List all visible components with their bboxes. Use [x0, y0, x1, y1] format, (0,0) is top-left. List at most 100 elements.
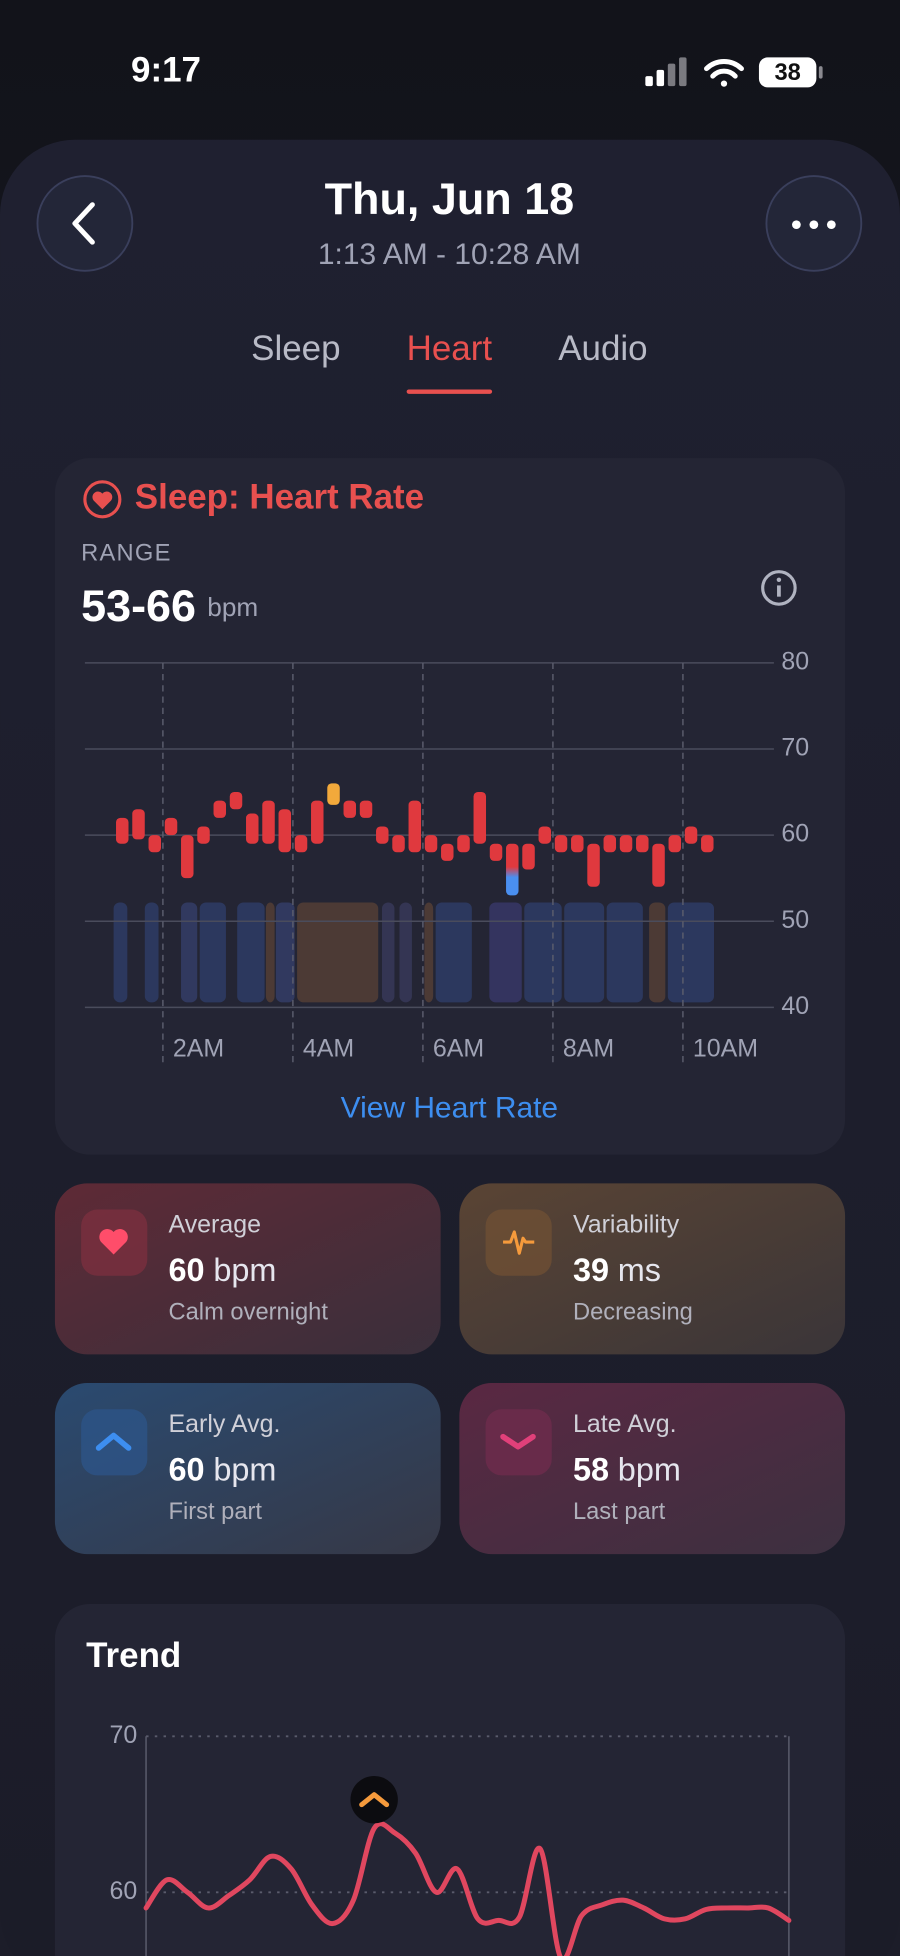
- stat-icon: [99, 1229, 128, 1255]
- stat-title: Variability: [573, 1210, 680, 1238]
- tab[interactable]: Audio: [558, 329, 647, 368]
- stat-title: Late Avg.: [573, 1410, 677, 1438]
- stat-value-line: 60 bpm: [169, 1451, 277, 1487]
- sleep-stage-block: [435, 902, 472, 1003]
- view-heart-rate-link[interactable]: View Heart Rate: [341, 1092, 558, 1125]
- y-tick-label: 80: [781, 647, 809, 675]
- stat-icon: [500, 1433, 536, 1450]
- trend-card: [54, 1604, 846, 1956]
- battery-icon: [758, 57, 817, 88]
- heart-rate-range-bar: [701, 835, 714, 853]
- sleep-stage-block: [237, 902, 265, 1003]
- sleep-stage-block: [275, 902, 295, 1003]
- sleep-stage-block: [297, 902, 379, 1003]
- sleep-stage-block: [199, 902, 226, 1003]
- stat-unit: ms: [618, 1252, 661, 1288]
- heart-rate-range-bar: [164, 817, 178, 836]
- heart-rate-range-bar: [197, 826, 210, 844]
- y-tick-label: 60: [110, 1877, 138, 1905]
- heart-rate-range-bar: [619, 835, 633, 853]
- stat-note: Calm overnight: [169, 1299, 329, 1325]
- stat-note: Last part: [573, 1499, 666, 1525]
- heart-icon: [83, 480, 122, 519]
- heart-rate-range-bar: [538, 826, 552, 844]
- stat-title: Average: [169, 1210, 261, 1238]
- heart-rate-range-bar: [636, 835, 649, 853]
- range-unit: bpm: [207, 592, 258, 622]
- tab[interactable]: Heart: [407, 329, 493, 368]
- info-button[interactable]: [761, 570, 797, 606]
- heart-rate-range-bar: [246, 813, 259, 844]
- sleep-stage-block: [144, 902, 159, 1003]
- battery-level: 38: [774, 60, 800, 86]
- stat-card: [459, 1183, 846, 1355]
- stat-value-line: 60 bpm: [169, 1252, 277, 1288]
- tab-underline: [406, 389, 493, 394]
- more-button[interactable]: [765, 175, 863, 272]
- stat-icon-bg: [485, 1209, 552, 1276]
- card-title: Sleep: Heart Rate: [135, 478, 424, 517]
- sleep-stage-block: [667, 902, 715, 1003]
- stat-value-line: 58 bpm: [573, 1451, 681, 1487]
- heart-rate-range-bar: [327, 783, 340, 805]
- stat-value-line: 39 ms: [573, 1252, 661, 1288]
- sleep-stage-block: [424, 902, 434, 1003]
- heart-rate-range-bar: [229, 792, 243, 810]
- heart-rate-range-bar: [359, 800, 373, 818]
- status-time: 9:17: [131, 51, 201, 90]
- header-subtitle: 1:13 AM - 10:28 AM: [318, 238, 581, 271]
- tabs: Sleep Heart Audio: [251, 329, 648, 394]
- heart-rate-range-bar: [473, 792, 487, 844]
- sleep-stage-block: [524, 902, 562, 1003]
- y-tick-label: 50: [781, 906, 809, 934]
- y-tick-label: 70: [110, 1721, 138, 1749]
- sleep-stage-block: [489, 902, 522, 1003]
- stat-unit: bpm: [213, 1451, 276, 1487]
- heart-rate-range-bar: [181, 835, 194, 879]
- stat-unit: bpm: [213, 1252, 276, 1288]
- heart-rate-range-bar: [668, 835, 682, 853]
- heart-rate-range-bar: [213, 800, 227, 818]
- heart-rate-range-bar: [376, 826, 389, 844]
- heart-rate-range-bar: [132, 809, 145, 840]
- range-value: 53-66: [81, 580, 196, 631]
- heart-rate-range-bar: [262, 800, 275, 844]
- stat-card: [54, 1383, 441, 1555]
- heart-rate-chart: 40 50 60 70 80 2AM 4AM 6AM 8AM 10AM: [84, 647, 809, 1064]
- stat-icon: [503, 1230, 535, 1255]
- heart-rate-range-bar: [652, 843, 665, 887]
- sleep-stage-block: [564, 902, 605, 1003]
- heart-rate-range-bar: [294, 835, 308, 853]
- sleep-stage-block: [381, 902, 395, 1003]
- x-tick-label: 10AM: [693, 1034, 758, 1062]
- x-tick-label: 4AM: [303, 1034, 354, 1062]
- stat-value: 60: [169, 1451, 205, 1487]
- heart-rate-range-bar: [506, 843, 519, 896]
- stat-unit: bpm: [618, 1451, 681, 1487]
- sleep-stage-block: [606, 902, 643, 1003]
- range-text: 53-66 bpm: [81, 580, 258, 631]
- signal-icon: [645, 57, 687, 87]
- stat-value: 60: [169, 1252, 205, 1288]
- back-button[interactable]: [36, 175, 134, 272]
- heart-rate-range-bar: [148, 835, 162, 853]
- trend-chart: 60 70: [110, 1721, 792, 1956]
- heart-rate-range-bar: [489, 843, 503, 861]
- x-tick-label: 6AM: [433, 1034, 484, 1062]
- heart-rate-range-bar: [684, 826, 698, 844]
- heart-rate-range-bar: [278, 809, 292, 853]
- sleep-stage-block: [649, 902, 666, 1003]
- heart-rate-range-bar: [522, 843, 535, 870]
- trend-line: [143, 1821, 792, 1956]
- heart-rate-range-bar: [424, 835, 438, 853]
- x-tick-label: 2AM: [173, 1034, 224, 1062]
- header-title: Thu, Jun 18: [325, 173, 575, 224]
- heart-rate-range-bar: [343, 800, 357, 818]
- stat-card: [54, 1183, 441, 1355]
- heart-rate-range-bar: [408, 800, 422, 853]
- trend-title: Trend: [86, 1636, 181, 1675]
- stat-value: 58: [573, 1451, 609, 1487]
- sleep-stage-block: [181, 902, 198, 1003]
- tab[interactable]: Sleep: [251, 329, 340, 368]
